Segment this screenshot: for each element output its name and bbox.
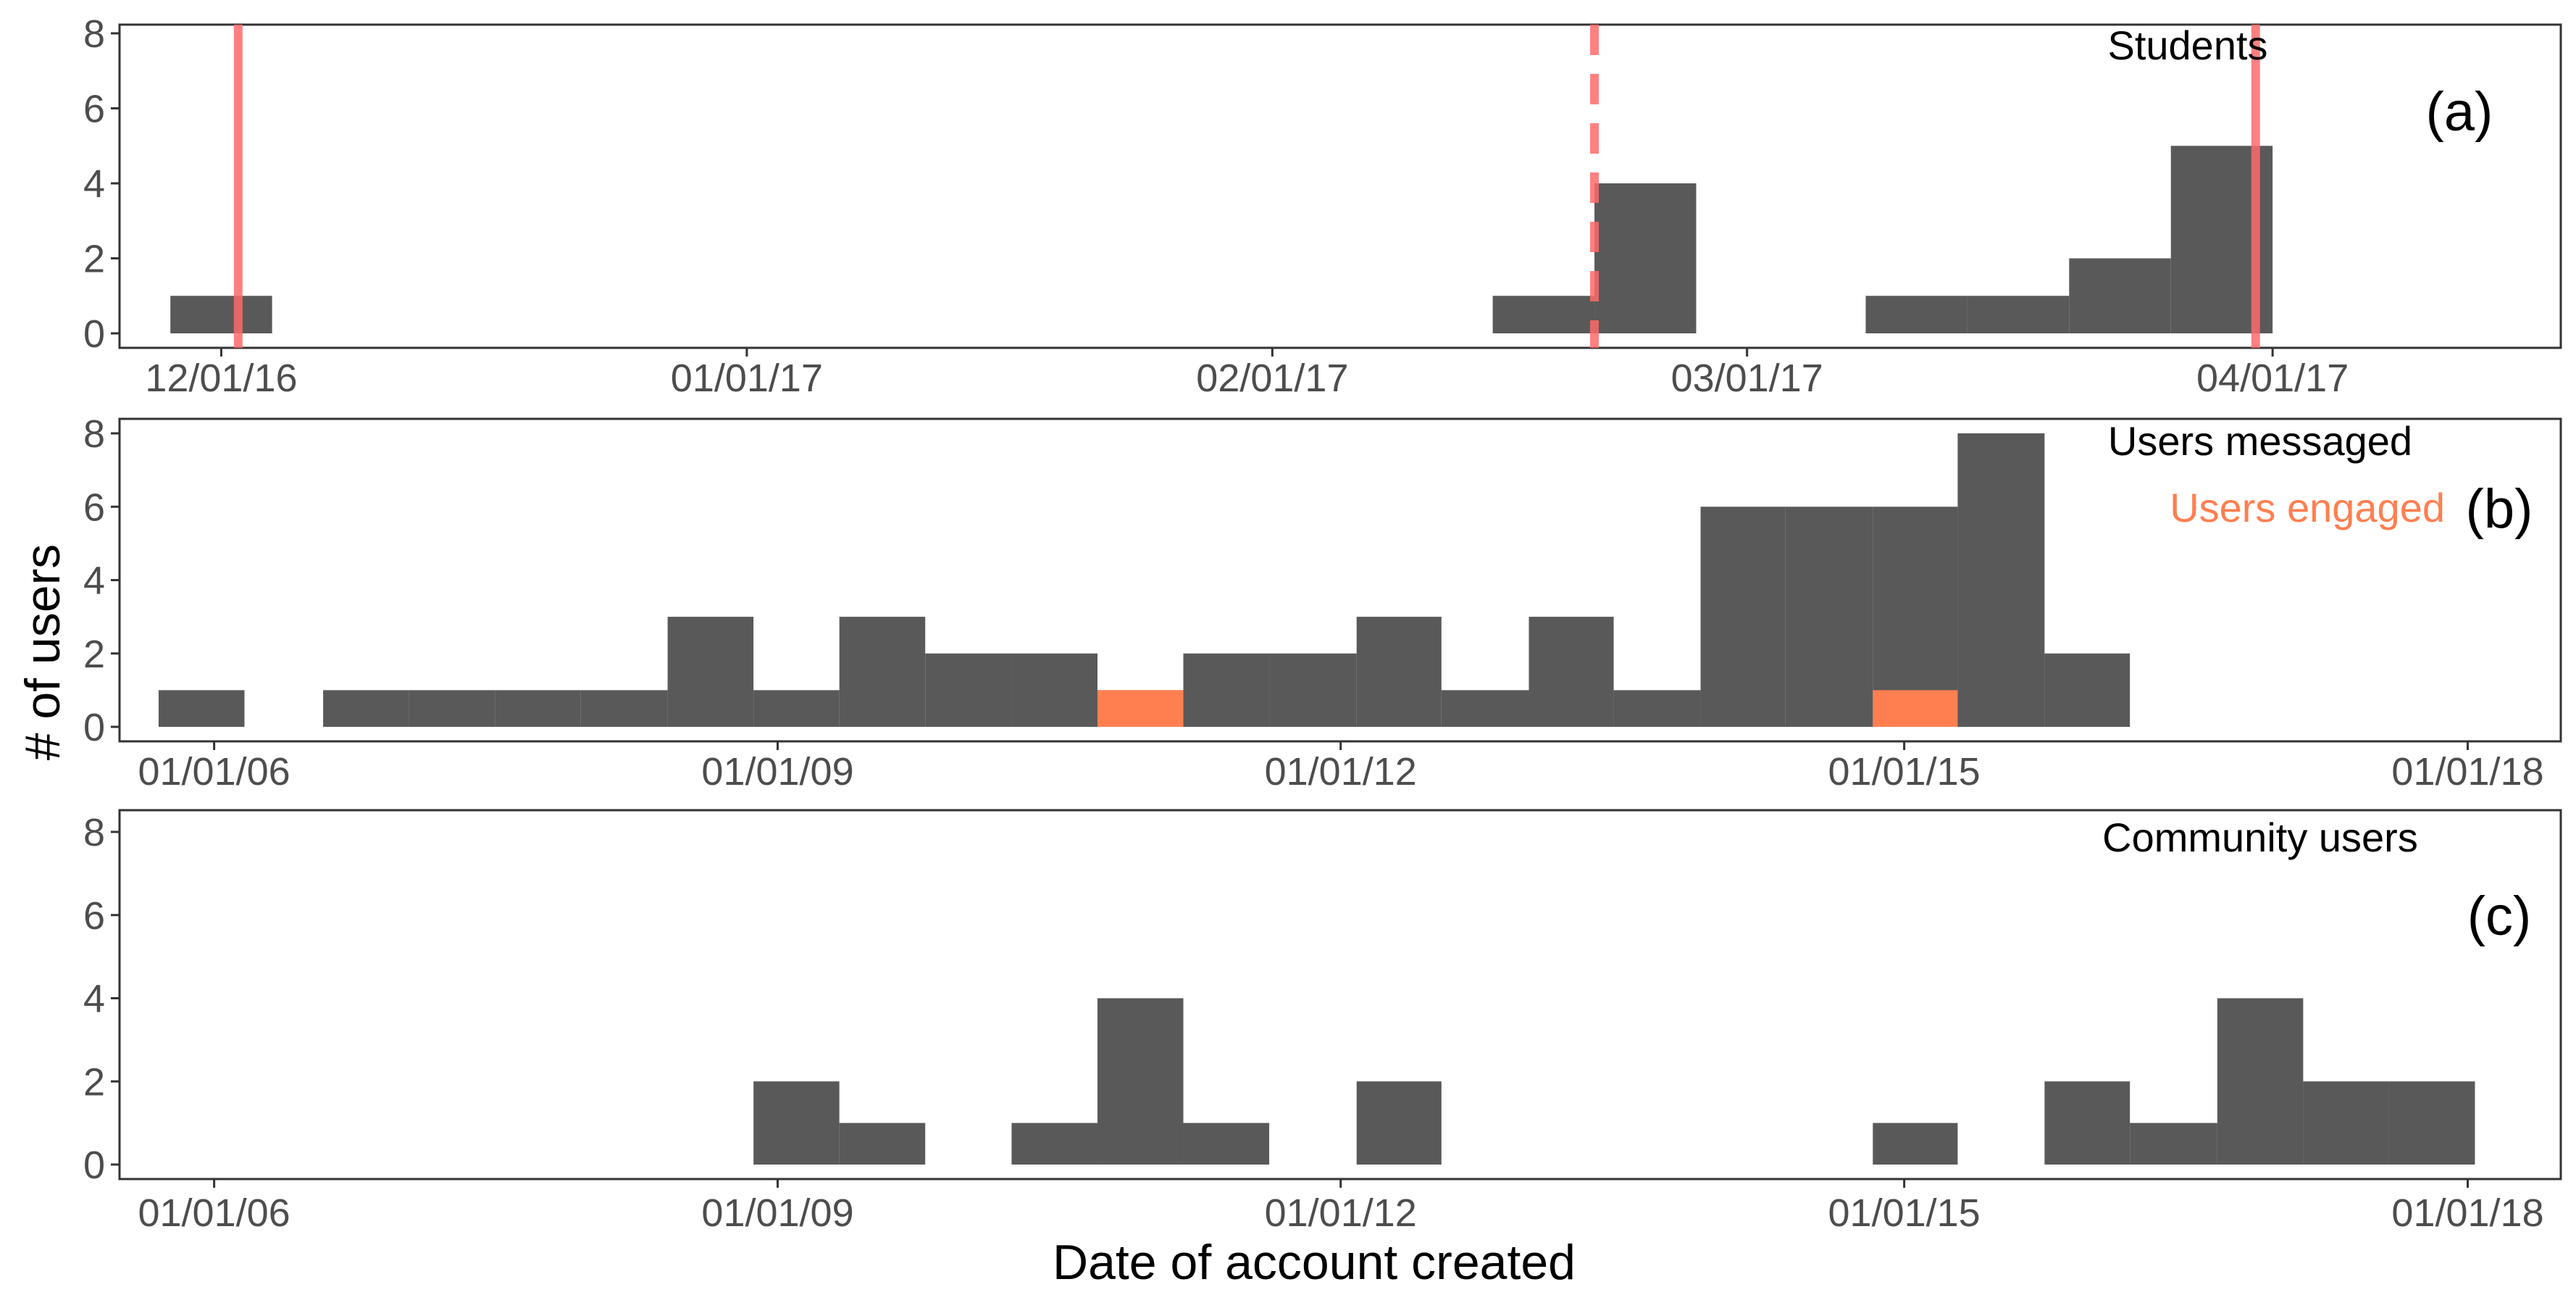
x-tick-label: 01/01/17 (671, 357, 823, 400)
x-axis-title: Date of account created (1053, 1235, 1576, 1290)
x-tick-label: 01/01/06 (138, 1191, 290, 1235)
engaged-bar (1097, 690, 1184, 727)
y-tick-label: 8 (83, 12, 105, 56)
x-tick-label: 04/01/17 (2196, 357, 2349, 400)
y-tick-label: 2 (83, 238, 105, 281)
histogram-bar (1873, 1123, 1958, 1165)
histogram-bar (667, 617, 754, 727)
y-tick-label: 2 (83, 1060, 105, 1104)
histogram-bar (409, 690, 495, 727)
histogram-bar (2044, 653, 2130, 727)
panel-title: Community users (2102, 815, 2418, 860)
histogram-bar (1356, 1081, 1442, 1165)
x-tick-label: 01/01/18 (2391, 750, 2543, 794)
histogram-bar (2069, 258, 2171, 333)
x-tick-label: 03/01/17 (1671, 357, 1823, 400)
y-tick-label: 2 (83, 633, 105, 676)
x-tick-label: 01/01/12 (1265, 750, 1417, 794)
panel-b-users-messaged: 0 2 4 6 8 01/01/06 01/01/09 01/01/12 01/01/15 01/… (83, 412, 2562, 794)
x-tick-label: 02/01/17 (1196, 357, 1348, 400)
x-tick-label: 01/01/06 (138, 750, 290, 794)
histogram-bar (1441, 690, 1529, 727)
histogram-bar (2303, 1081, 2389, 1165)
x-tick-label: 12/01/16 (145, 357, 297, 400)
histogram-bar (1957, 433, 2045, 727)
histogram-bar (1700, 507, 1786, 727)
y-tick-label: 0 (83, 1144, 105, 1187)
histogram-bar (495, 690, 581, 727)
histogram-bar (1613, 690, 1701, 727)
y-tick-label: 6 (83, 88, 105, 131)
y-tick-label: 4 (83, 978, 105, 1021)
histogram-bar (1011, 1123, 1097, 1165)
histogram-bar (1529, 617, 1614, 727)
histogram-bar (1492, 296, 1595, 333)
y-tick-label: 6 (83, 486, 105, 529)
histogram-bar (753, 1081, 840, 1165)
histogram-bar (1594, 183, 1697, 333)
x-tick-label: 01/01/09 (701, 750, 853, 794)
engaged-legend-label: Users engaged (2170, 485, 2445, 530)
panel-tag: (b) (2466, 478, 2533, 540)
histogram-bar (1269, 653, 1357, 727)
y-tick-label: 4 (83, 559, 105, 603)
histogram-bar (323, 690, 409, 727)
y-tick-label: 4 (83, 162, 105, 206)
panel-tag: (a) (2426, 81, 2493, 143)
histogram-bar (1967, 296, 2070, 333)
engaged-bar (1873, 690, 1958, 727)
y-tick-label: 8 (83, 412, 105, 456)
y-tick-label: 8 (83, 811, 105, 854)
y-axis-title: # of users (15, 544, 70, 761)
histogram-bar (839, 617, 926, 727)
histogram-bar (170, 296, 272, 333)
histogram-bar (2130, 1123, 2217, 1165)
histogram-bar (2044, 1081, 2130, 1165)
y-tick-label: 0 (83, 312, 105, 356)
y-tick-label: 0 (83, 706, 105, 749)
x-tick-label: 01/01/18 (2391, 1191, 2543, 1235)
histogram-bar (580, 690, 668, 727)
histogram-bar (1097, 998, 1184, 1165)
histogram-bar (1865, 296, 1967, 333)
histogram-bar (753, 690, 840, 727)
panel-frame (118, 23, 2562, 349)
histogram-bar (1356, 617, 1442, 727)
histogram-bar (2217, 998, 2304, 1165)
panel-c-community-users: 0 2 4 6 8 01/01/06 01/01/09 01/01/12 01/01/15 01/… (83, 809, 2562, 1235)
x-tick-label: 01/01/15 (1828, 750, 1981, 794)
panel-tag: (c) (2467, 886, 2532, 947)
x-tick-label: 01/01/09 (701, 1191, 853, 1235)
x-tick-label: 01/01/15 (1828, 1191, 1981, 1235)
histogram-bar (1785, 507, 1873, 727)
histogram-bar (158, 690, 245, 727)
x-tick-label: 01/01/12 (1265, 1191, 1417, 1235)
histogram-bar (839, 1123, 926, 1165)
panel-title: Students (2107, 22, 2267, 68)
panel-a-students: 0 2 4 6 8 12/01/16 01/01/17 02/01/17 03/01/17 04/… (83, 12, 2562, 400)
histogram-bar (1011, 653, 1097, 727)
y-tick-label: 6 (83, 894, 105, 938)
panel-title: Users messaged (2108, 418, 2412, 464)
histogram-bar (925, 653, 1012, 727)
histogram-bar (1183, 653, 1270, 727)
histogram-bar (1183, 1123, 1270, 1165)
histogram-bar (2388, 1081, 2475, 1165)
